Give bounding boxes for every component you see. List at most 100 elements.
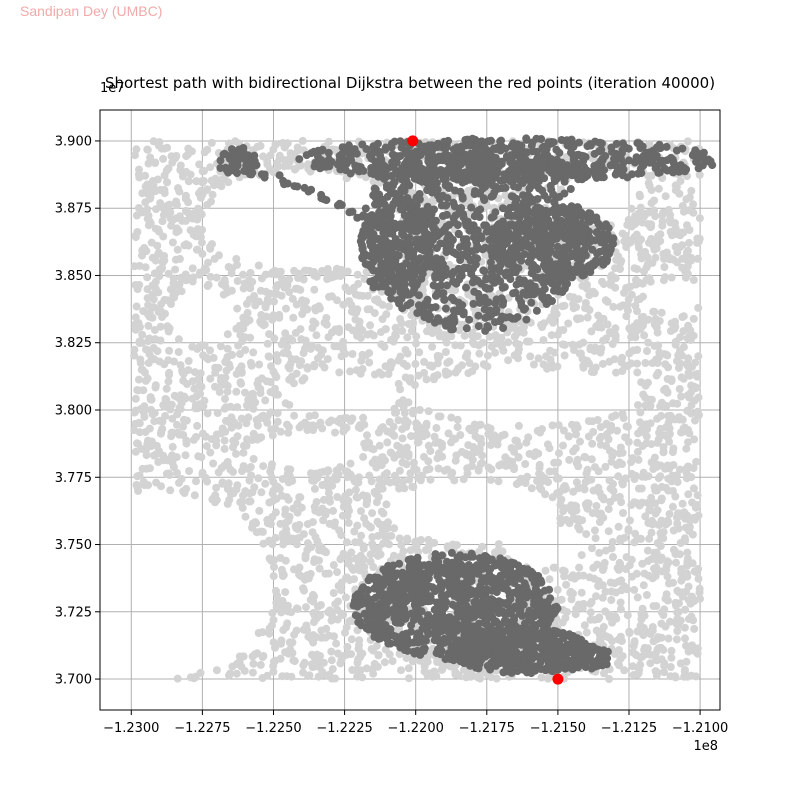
background-node-point xyxy=(266,151,275,160)
background-node-point xyxy=(215,388,224,396)
background-node-point xyxy=(173,674,182,683)
background-node-point xyxy=(206,272,215,281)
background-node-point xyxy=(254,261,263,270)
background-node-point xyxy=(424,545,433,554)
background-node-point xyxy=(654,341,663,350)
background-node-point xyxy=(293,605,302,613)
background-node-point xyxy=(522,474,531,483)
background-node-point xyxy=(647,493,656,502)
background-node-point xyxy=(144,310,152,319)
explored-node-point xyxy=(438,266,447,275)
background-node-point xyxy=(455,326,464,335)
background-node-point xyxy=(309,317,318,326)
background-node-point xyxy=(598,581,607,590)
background-node-point xyxy=(143,440,152,449)
background-node-point xyxy=(291,164,300,173)
x-axis-offset-label: 1e8 xyxy=(693,739,718,754)
background-node-point xyxy=(622,243,631,251)
background-node-point xyxy=(359,452,368,461)
background-node-point xyxy=(661,464,670,473)
background-node-point xyxy=(617,498,626,507)
background-node-point xyxy=(317,633,326,642)
background-node-point xyxy=(327,647,336,656)
background-node-point xyxy=(409,406,418,415)
background-node-point xyxy=(214,468,223,477)
background-node-point xyxy=(269,311,278,320)
background-node-point xyxy=(280,162,289,171)
background-node-point xyxy=(267,425,276,434)
background-node-point xyxy=(164,164,173,173)
explored-node-point xyxy=(480,221,489,230)
background-node-point xyxy=(539,336,548,345)
background-node-point xyxy=(468,449,477,458)
background-node-point xyxy=(581,453,590,462)
explored-node-points xyxy=(216,134,717,678)
background-node-point xyxy=(637,250,646,259)
background-node-point xyxy=(369,543,378,552)
background-node-point xyxy=(283,465,292,474)
background-node-point xyxy=(143,273,152,282)
background-node-point xyxy=(186,170,195,179)
background-node-point xyxy=(193,421,202,430)
background-node-point xyxy=(612,614,621,623)
background-node-point xyxy=(312,272,321,281)
background-node-point xyxy=(223,330,232,339)
background-node-point xyxy=(671,550,680,559)
explored-node-point xyxy=(479,266,488,275)
explored-node-point xyxy=(481,283,490,292)
background-node-point xyxy=(194,452,203,461)
background-node-point xyxy=(598,593,607,602)
background-node-point xyxy=(335,526,344,535)
explored-node-point xyxy=(458,194,467,203)
background-node-point xyxy=(154,288,163,297)
explored-node-point xyxy=(509,289,518,298)
background-node-point xyxy=(587,455,596,464)
background-node-point xyxy=(636,534,645,543)
background-node-point xyxy=(591,526,599,535)
background-node-point xyxy=(282,525,291,534)
background-node-point xyxy=(651,358,660,366)
background-node-point xyxy=(203,282,212,290)
background-node-point xyxy=(329,561,338,570)
background-node-point xyxy=(687,186,696,195)
background-node-point xyxy=(664,518,673,527)
background-node-point xyxy=(504,338,513,347)
background-node-point xyxy=(131,447,140,456)
background-node-point xyxy=(267,269,276,278)
background-node-point xyxy=(262,287,270,296)
background-node-point xyxy=(206,346,214,355)
background-node-point xyxy=(593,416,602,424)
background-node-point xyxy=(644,519,653,527)
background-node-point xyxy=(501,453,510,462)
background-node-point xyxy=(293,146,302,155)
background-node-point xyxy=(245,295,254,304)
background-node-point xyxy=(399,359,408,368)
explored-node-point xyxy=(473,208,482,217)
background-node-point xyxy=(316,418,325,427)
background-node-point xyxy=(245,276,254,284)
background-node-point xyxy=(685,393,694,402)
background-node-point xyxy=(602,334,611,343)
background-node-point xyxy=(680,667,689,676)
background-node-point xyxy=(151,335,160,344)
background-node-point xyxy=(400,408,409,417)
explored-node-point xyxy=(528,197,537,206)
background-node-point xyxy=(135,428,144,437)
background-node-points xyxy=(130,136,704,683)
explored-node-point xyxy=(462,283,470,292)
background-node-point xyxy=(451,434,460,443)
background-node-point xyxy=(263,412,272,421)
background-node-point xyxy=(143,285,152,294)
background-node-point xyxy=(379,509,388,518)
background-node-point xyxy=(565,455,574,464)
background-node-point xyxy=(330,632,338,641)
background-node-point xyxy=(162,384,171,393)
background-node-point xyxy=(682,474,691,483)
background-node-point xyxy=(650,196,659,205)
background-node-point xyxy=(195,160,204,169)
background-node-point xyxy=(625,516,634,525)
background-node-point xyxy=(597,432,605,441)
background-node-point xyxy=(441,348,450,356)
background-node-point xyxy=(594,311,603,320)
background-node-point xyxy=(501,191,510,200)
